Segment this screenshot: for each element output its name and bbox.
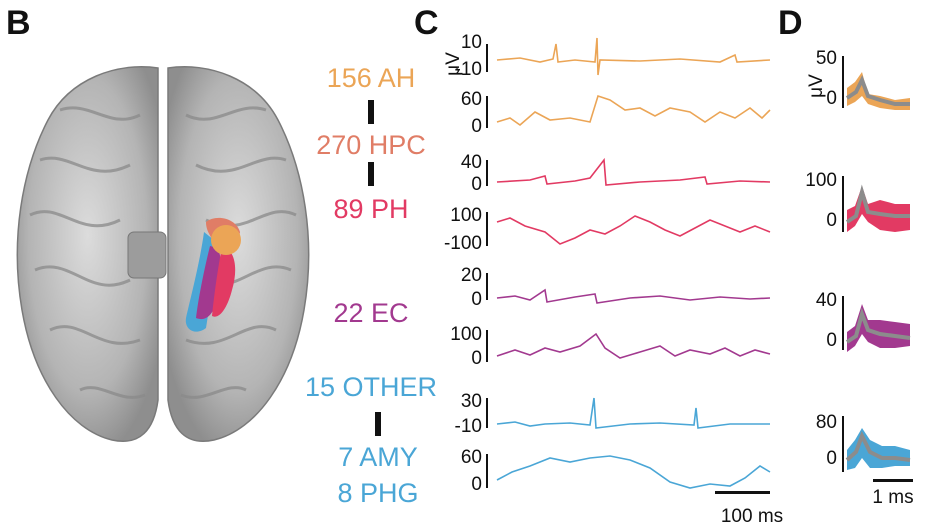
trace-row: 40 0	[461, 152, 771, 195]
waveform-mean	[845, 431, 911, 462]
tick-label: 0	[826, 88, 837, 109]
trace-line	[496, 215, 771, 245]
right-hemisphere	[167, 66, 310, 442]
tick-label: 0	[471, 174, 482, 195]
left-hemisphere	[16, 66, 159, 442]
panel-label-b: B	[6, 4, 31, 42]
region-label-ph: 89 PH	[333, 194, 408, 224]
tick-label: 0	[471, 474, 482, 495]
waveform-mean	[845, 184, 910, 224]
separator-bar	[368, 100, 374, 124]
tick-label: 0	[471, 289, 482, 310]
tick-label: -10	[455, 416, 482, 437]
waveform-row: 100 0	[805, 170, 910, 232]
waveform-mean	[845, 307, 911, 344]
region-patch-ph	[212, 246, 236, 317]
region-label-ah: 156 AH	[327, 63, 416, 93]
region-patch-ah	[211, 225, 241, 255]
trace-line	[496, 94, 771, 127]
trace-line	[496, 288, 771, 304]
tick-label: 20	[461, 265, 482, 286]
tick-label: -100	[444, 233, 482, 254]
tick-label: 100	[805, 170, 837, 191]
trace-line	[496, 455, 771, 489]
trace-line	[496, 157, 771, 186]
tick-label: 0	[826, 210, 837, 231]
tick-label: 0	[471, 348, 482, 369]
tick-label: 0	[471, 116, 482, 137]
tick-label: 0	[826, 330, 837, 351]
unit-label-c: μV	[443, 52, 464, 76]
medial-temporal-regions	[185, 217, 241, 332]
tick-label: 10	[461, 32, 482, 53]
tick-label: 40	[461, 152, 482, 173]
tick-label: 60	[461, 447, 482, 468]
tick-label: 0	[826, 448, 837, 469]
tick-label: 60	[461, 89, 482, 110]
tick-label: 30	[461, 391, 482, 412]
trace-line	[496, 332, 771, 359]
unit-label-d: μV	[806, 74, 827, 98]
trace-row: 10 -10	[455, 32, 771, 80]
tick-label: 100	[450, 324, 482, 345]
region-label-phg: 8 PHG	[337, 478, 418, 508]
region-label-amy: 7 AMY	[338, 442, 418, 472]
brain-illustration	[16, 66, 310, 442]
trace-row: 100 -100	[444, 205, 771, 254]
trace-row: 60 0	[461, 447, 771, 495]
region-label-hpc: 270 HPC	[316, 130, 426, 160]
tick-label: 40	[816, 290, 837, 311]
tick-label: -10	[455, 59, 482, 80]
tick-label: 80	[816, 412, 837, 433]
tick-label: 50	[816, 48, 837, 69]
tick-label: 100	[450, 205, 482, 226]
trace-row: 30 -10	[455, 391, 770, 437]
waveform-mean	[845, 75, 910, 106]
trace-row: 60 0	[461, 89, 771, 137]
region-label-ec: 22 EC	[333, 298, 408, 328]
trace-row: 100 0	[450, 324, 771, 369]
scale-bar-label-d: 1 ms	[872, 487, 913, 508]
waveform-row: 50 0	[816, 48, 910, 110]
scale-bar-c	[715, 491, 770, 494]
waveform-row: 40 0	[816, 290, 911, 352]
trace-line	[496, 397, 770, 429]
panel-label-c: C	[414, 4, 439, 42]
waveform-row: 80 0	[816, 412, 911, 472]
region-label-other: 15 OTHER	[305, 372, 437, 402]
separator-bar	[368, 162, 374, 186]
scale-bar-label-c: 100 ms	[721, 506, 783, 527]
brainstem	[127, 231, 167, 279]
trace-row: 20 0	[461, 265, 771, 310]
scale-bar-d	[873, 479, 913, 482]
trace-line	[496, 37, 771, 76]
separator-bar	[375, 412, 381, 436]
panel-label-d: D	[778, 4, 803, 42]
